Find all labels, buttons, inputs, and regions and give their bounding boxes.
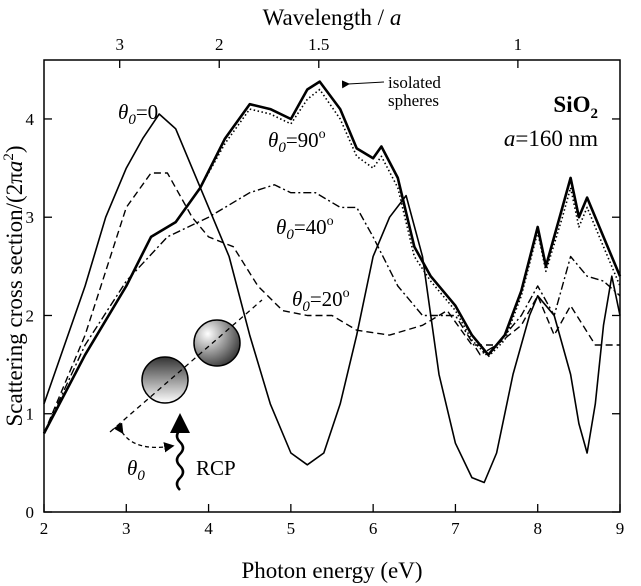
lattice-var: a (504, 126, 516, 151)
lattice: a=160 nm (504, 126, 598, 151)
x-tick-label: 2 (40, 519, 49, 538)
series-label: θ0=40o (276, 214, 334, 243)
inset-polarization: RCP (196, 456, 236, 480)
label-eq: =90 (286, 128, 319, 152)
y-tick-label: 4 (26, 110, 35, 129)
series-label: spheres (388, 91, 439, 110)
label-eq: =40 (294, 215, 327, 239)
y-label-var: a (2, 161, 27, 173)
series-label: θ0=90o (268, 127, 326, 156)
material-sub: 2 (591, 106, 599, 122)
y-label-end: ) (2, 146, 27, 154)
angle-symbol: θ (127, 456, 137, 480)
label-sub: 0 (286, 227, 294, 243)
inset-diagram (109, 80, 385, 491)
x2-tick-label: 3 (115, 35, 124, 54)
x-tick-label: 3 (122, 519, 131, 538)
label-sub: 0 (128, 112, 136, 128)
x-tick-label: 6 (369, 519, 378, 538)
y-tick-label: 2 (26, 306, 35, 325)
label-eq: =20 (310, 287, 343, 311)
x2-label-text: Wavelength / (263, 5, 390, 30)
inset-angle: θ0 (127, 456, 145, 484)
x-tick-label: 8 (533, 519, 542, 538)
label-symbol: θ (118, 100, 128, 124)
label-symbol: θ (268, 128, 278, 152)
series-label: θ0=0 (118, 100, 158, 128)
y-axis-label: Scattering cross section/(2πa2) (1, 146, 27, 427)
x2-tick-label: 2 (215, 35, 224, 54)
label-sub: 0 (278, 140, 286, 156)
series-line (43, 184, 621, 434)
series-line (43, 172, 620, 434)
y-tick-label: 3 (26, 208, 35, 227)
y-tick-label: 1 (26, 405, 35, 424)
plot-frame (43, 59, 621, 513)
x2-axis-label: Wavelength / a (263, 5, 402, 30)
x-tick-label: 7 (451, 519, 460, 538)
label-eq: =0 (136, 100, 158, 124)
x2-tick-label: 1.5 (308, 35, 329, 54)
x-tick-label: 9 (616, 519, 625, 538)
material: SiO2 (553, 92, 598, 122)
label-sup: o (343, 286, 350, 301)
label-symbol: θ (292, 287, 302, 311)
y-label-sup: 2 (1, 153, 17, 161)
material-base: SiO (553, 92, 590, 117)
series-label: isolated (388, 73, 441, 92)
label-sup: o (327, 214, 334, 229)
y-tick-label: 0 (26, 503, 35, 522)
x2-label-var: a (390, 5, 402, 30)
x2-tick-label: 1 (514, 35, 523, 54)
x-tick-label: 4 (204, 519, 213, 538)
label-sup: o (319, 127, 326, 142)
x-tick-label: 5 (287, 519, 296, 538)
lattice-text: =160 nm (515, 126, 598, 151)
x-axis-label: Photon energy (eV) (242, 558, 423, 583)
series-line (43, 113, 621, 484)
angle-sub: 0 (137, 468, 145, 484)
label-symbol: θ (276, 215, 286, 239)
series-label: θ0=20o (292, 286, 350, 315)
y-label-text: Scattering cross section/(2π (2, 172, 27, 427)
label-sub: 0 (302, 299, 310, 315)
